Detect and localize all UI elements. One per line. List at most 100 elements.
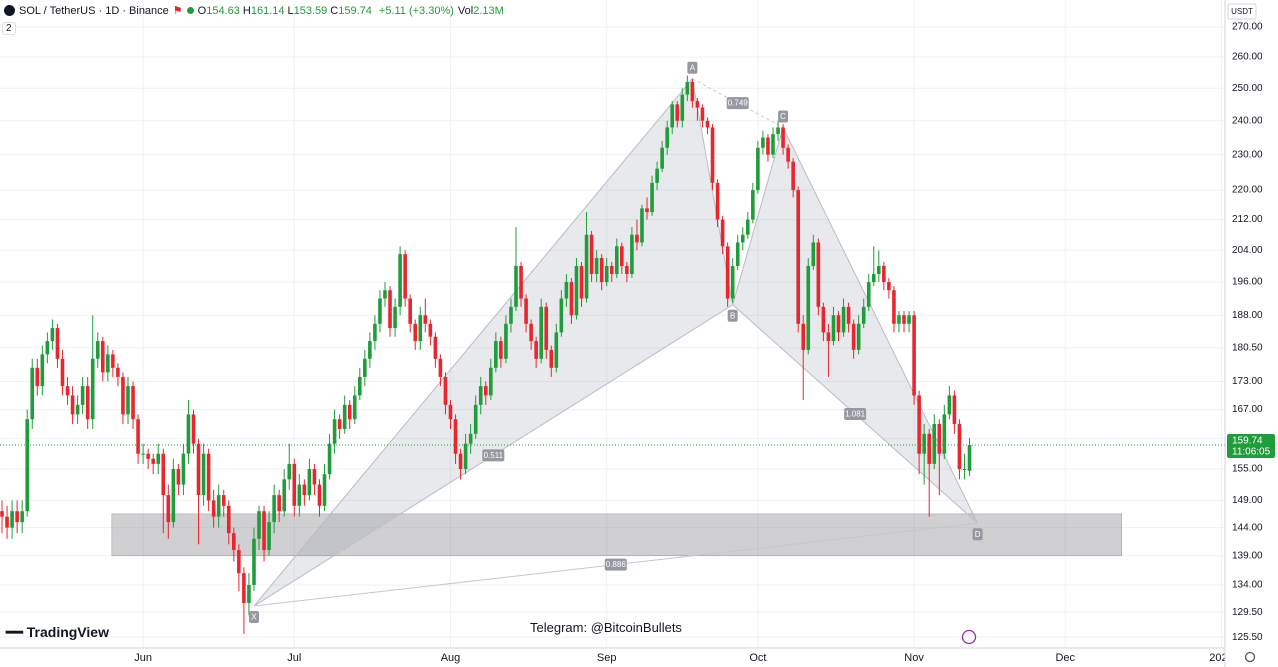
candle-body	[443, 376, 448, 405]
candle-body	[877, 265, 881, 274]
candle-body	[589, 234, 594, 274]
candle-body	[181, 453, 186, 485]
candle-body	[201, 453, 206, 496]
candle-body	[237, 550, 241, 574]
pattern-point: X	[248, 611, 259, 624]
currency-button[interactable]: USDT	[1227, 3, 1257, 20]
candle-body	[620, 246, 624, 266]
candle-body	[221, 495, 226, 506]
candle-body	[211, 500, 216, 517]
candle-body	[393, 306, 397, 329]
symbol[interactable]: SOL / TetherUS · 1D · Binance	[19, 4, 169, 17]
candle-body	[932, 424, 937, 464]
ohlc-label: O	[197, 4, 207, 17]
candle-body	[25, 419, 30, 512]
candle-body	[604, 265, 609, 283]
y-tick-label: 220.00	[1232, 185, 1263, 196]
pattern-leg	[692, 78, 784, 128]
candle-body	[10, 511, 14, 528]
pattern-point: D	[972, 528, 983, 541]
y-tick-label: 196.00	[1232, 277, 1263, 288]
y-tick-label: 167.00	[1232, 404, 1263, 415]
x-tick-label: Dec	[1055, 652, 1075, 664]
candle-body	[448, 404, 453, 420]
y-tick-label: 270.00	[1232, 22, 1263, 33]
candle-body	[473, 404, 478, 434]
candle-body	[433, 336, 438, 359]
candle-body	[100, 341, 105, 373]
pattern-point-box	[972, 528, 983, 541]
candle-body	[887, 282, 891, 291]
candle-body	[75, 404, 80, 415]
candle-body	[715, 182, 720, 220]
candle-body	[912, 315, 916, 396]
candle-body	[680, 94, 685, 121]
candle-body	[403, 254, 407, 299]
candle-body	[499, 341, 503, 359]
candle-body	[740, 234, 745, 243]
candle-body	[146, 453, 150, 459]
candle-body	[337, 419, 342, 429]
candle-body	[242, 573, 246, 603]
candle-body	[126, 386, 130, 415]
candle-body	[685, 81, 690, 95]
candle-body	[806, 265, 811, 350]
volume: 2.13M	[473, 4, 504, 17]
candle-body	[781, 127, 785, 148]
y-tick-label: 230.00	[1232, 149, 1263, 160]
candle-body	[650, 182, 654, 213]
candle-body	[342, 404, 347, 429]
candle-body	[176, 468, 181, 485]
indicator-count[interactable]: 2	[2, 22, 16, 35]
candle-body	[695, 101, 700, 108]
candle-body	[756, 147, 760, 191]
ratio-text: 0.749	[728, 99, 749, 108]
candle-body	[302, 484, 307, 496]
candle-body	[594, 258, 599, 274]
candle-body	[297, 484, 302, 506]
candle-body	[579, 265, 584, 299]
candle-body	[866, 282, 871, 307]
candle-body	[398, 254, 402, 307]
flag[interactable]: ⚑	[172, 5, 183, 17]
candle-body	[413, 323, 418, 342]
y-tick-label: 260.00	[1232, 52, 1263, 63]
candle-body	[559, 298, 564, 333]
y-tick-label: 144.00	[1232, 522, 1263, 533]
pattern-point-text: B	[730, 311, 735, 320]
candle-body	[735, 242, 740, 266]
pattern-point-box	[778, 110, 789, 123]
candle-body	[675, 104, 680, 121]
candle-body	[272, 495, 276, 523]
candle-body	[846, 306, 851, 324]
candle-body	[267, 522, 271, 551]
candle-body	[70, 395, 75, 415]
candle-body	[574, 265, 579, 316]
candle-body	[826, 332, 831, 342]
candle-body	[357, 376, 362, 396]
brand-logo: ━━	[6, 624, 27, 640]
pattern-point-box	[687, 61, 698, 74]
candle-body	[907, 315, 911, 324]
candle-body	[383, 290, 387, 299]
brand[interactable]: ━━ TradingView	[6, 624, 109, 641]
candle-body	[388, 290, 392, 329]
candle-body	[196, 443, 201, 496]
alert-icon	[961, 629, 977, 645]
ratio-text: 1.081	[845, 410, 866, 419]
ratio-text: 0.511	[484, 451, 504, 460]
ohlc-value: 153.59	[293, 4, 328, 17]
pattern-point-text: X	[251, 613, 257, 622]
candle-body	[151, 458, 155, 464]
candle-body	[131, 386, 135, 420]
candle-body	[136, 419, 140, 454]
candle-body	[902, 315, 906, 324]
live-dot	[186, 7, 194, 14]
ohlc: O154.63 H161.14 L153.59 C159.74	[198, 5, 375, 17]
candle-body	[106, 354, 110, 373]
candle-body	[40, 354, 45, 387]
candle-body	[524, 298, 528, 324]
candle-body	[534, 341, 538, 359]
candle-body	[423, 315, 428, 324]
candle-body	[942, 414, 947, 454]
